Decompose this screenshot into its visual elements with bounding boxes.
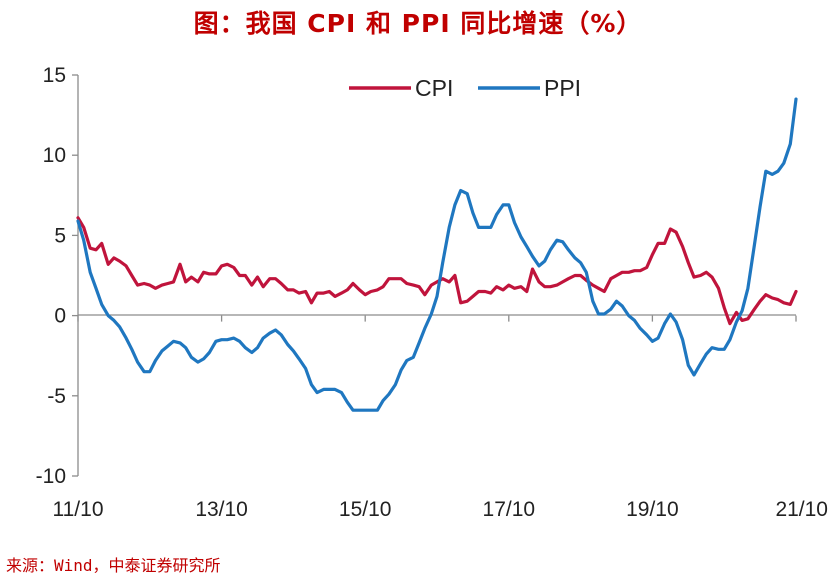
chart-source: 来源：Wind，中泰证券研究所 <box>6 556 221 575</box>
x-tick-label: 19/10 <box>626 498 679 521</box>
y-tick-label: -5 <box>47 385 66 408</box>
y-tick-label: 15 <box>43 64 66 87</box>
legend-label-ppi: PPI <box>544 75 581 101</box>
series-line-ppi <box>76 97 798 412</box>
x-tick-label: 13/10 <box>195 498 248 521</box>
x-tick-label: 11/10 <box>53 498 104 521</box>
x-axis-ticks: 11/10 13/10 15/10 17/10 19/10 21/10 <box>53 315 828 521</box>
x-tick-label: 15/10 <box>339 498 392 521</box>
series-line-cpi <box>76 216 798 326</box>
y-axis-ticks: -10 -5 0 5 10 15 <box>36 64 78 488</box>
series-lines <box>76 97 798 412</box>
x-tick-label: 21/10 <box>775 498 828 521</box>
legend: CPI PPI <box>349 75 581 101</box>
chart-title: 图：我国 CPI 和 PPI 同比增速（%） <box>193 9 643 38</box>
y-tick-label: 5 <box>54 224 66 247</box>
x-tick-label: 17/10 <box>483 498 536 521</box>
legend-label-cpi: CPI <box>415 75 453 101</box>
y-tick-label: 10 <box>43 144 66 167</box>
y-tick-label: -10 <box>36 465 66 488</box>
y-tick-label: 0 <box>54 305 66 328</box>
